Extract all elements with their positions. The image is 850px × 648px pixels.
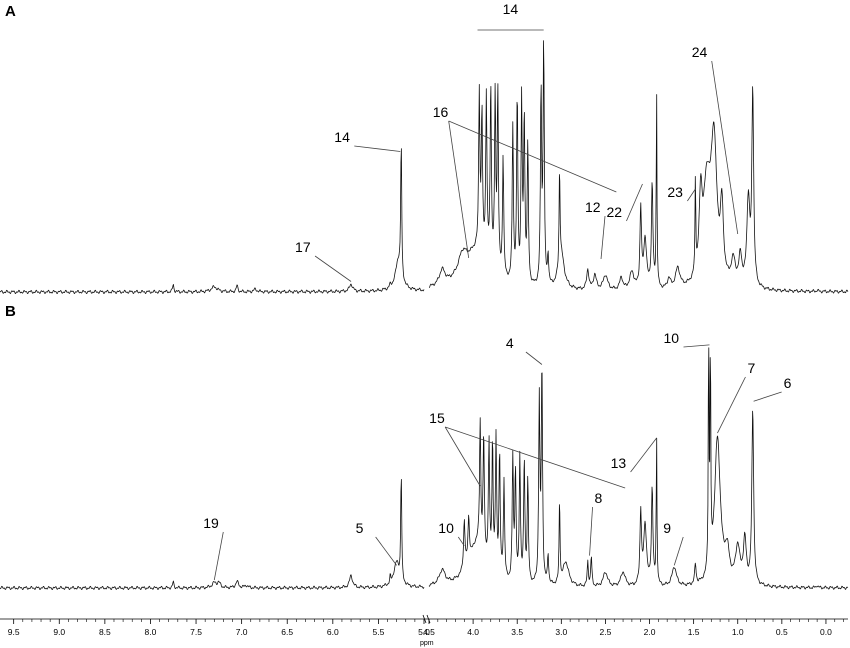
ppm-axis: 9.5 9.0 8.5 8.0 7.5 7.0 6.5 6.0 5.5 5.04.5 4.0 3.5 3… <box>0 614 848 647</box>
leader-line <box>448 120 470 259</box>
tick-label: 1.5 <box>688 627 700 637</box>
annotation-label: 24 <box>692 44 708 60</box>
annotation-label: 10 <box>664 330 680 346</box>
annotation-17: 17 <box>295 239 352 282</box>
leader-line <box>589 506 593 556</box>
annotation-label: 23 <box>667 184 683 200</box>
annotation-7: 7 <box>717 360 755 434</box>
tick-label: 3.0 <box>555 627 567 637</box>
annotation-label: 14 <box>334 129 350 145</box>
annotation-label: 10 <box>438 520 454 536</box>
leader-line <box>354 145 401 152</box>
tick-label: 9.5 <box>8 627 20 637</box>
leader-line <box>525 351 543 365</box>
annotation-label: 6 <box>784 375 792 391</box>
leader-line <box>753 391 782 402</box>
tick-label: 2.0 <box>644 627 656 637</box>
spectrum-a-line <box>0 40 849 294</box>
annotation-label: 12 <box>585 199 601 215</box>
leader-line <box>213 531 224 581</box>
annotation-label: 4 <box>506 335 514 351</box>
tick-label: 0.0 <box>820 627 832 637</box>
tick-label: 0.5 <box>776 627 788 637</box>
annotation-label: 19 <box>203 515 219 531</box>
spectrum-b-line <box>0 347 849 590</box>
leader-line <box>375 536 397 566</box>
annotation-15: 15 <box>429 410 626 489</box>
annotation-19: 19 <box>203 515 224 581</box>
panel-letter-b: B <box>5 303 16 320</box>
tick-label: 4.5 <box>423 627 435 637</box>
annotation-5: 5 <box>356 520 397 566</box>
annotation-10: 10 <box>438 520 465 547</box>
tick-label: 1.0 <box>732 627 744 637</box>
annotation-22: 22 <box>606 183 643 222</box>
annotation-label: 13 <box>611 455 627 471</box>
annotation-label: 8 <box>595 490 603 506</box>
annotation-label: 15 <box>429 410 445 426</box>
annotation-label: 9 <box>663 520 671 536</box>
annotation-24: 24 <box>692 44 739 235</box>
tick-label: 5.5 <box>372 627 384 637</box>
tick-label: 6.5 <box>281 627 293 637</box>
annotation-23: 23 <box>667 184 696 202</box>
leader-line <box>314 255 352 282</box>
panel-letter-a: A <box>5 3 16 20</box>
tick-label: 7.5 <box>190 627 202 637</box>
leader-line <box>444 426 481 487</box>
annotation-6: 6 <box>753 375 792 402</box>
tick-label: 6.0 <box>327 627 339 637</box>
leader-line <box>626 183 643 222</box>
panel-a: A 14 24 16 14 22 23 12 17 <box>0 1 849 294</box>
tick-label: 8.0 <box>145 627 157 637</box>
annotation-10: 10 <box>664 330 710 348</box>
annotation-label: 14 <box>503 1 519 17</box>
annotation-14: 14 <box>477 1 544 31</box>
annotation-label: 7 <box>747 360 755 376</box>
annotation-label: 22 <box>606 204 622 220</box>
leader-line <box>711 60 739 235</box>
leader-line <box>683 344 710 348</box>
annotation-8: 8 <box>589 490 603 556</box>
annotations-b: 4 10 7 6 15 13 8 10 9 5 19 <box>203 330 792 581</box>
axis-ticks: 9.5 9.0 8.5 8.0 7.5 7.0 6.5 6.0 5.5 5.04.5 4.0 3.5 3… <box>8 614 844 637</box>
annotation-14: 14 <box>334 129 401 152</box>
annotation-label: 16 <box>433 104 449 120</box>
annotation-9: 9 <box>663 520 684 566</box>
leader-line <box>600 215 606 260</box>
leader-line <box>687 188 696 202</box>
annotation-label: 17 <box>295 239 311 255</box>
tick-label: 8.5 <box>99 627 111 637</box>
tick-label: 3.5 <box>511 627 523 637</box>
panel-b: B 4 10 7 6 15 13 8 10 9 5 19 <box>0 303 849 590</box>
annotation-label: 5 <box>356 520 364 536</box>
axis-break-mark <box>422 614 431 624</box>
leader-line-2 <box>445 426 626 489</box>
annotation-16: 16 <box>433 104 617 259</box>
leader-line <box>630 437 657 473</box>
tick-label: 9.0 <box>53 627 65 637</box>
annotation-13: 13 <box>611 437 657 473</box>
leader-line-2 <box>448 120 617 193</box>
annotation-4: 4 <box>506 335 543 365</box>
tick-label: 7.0 <box>236 627 248 637</box>
leader-line <box>673 536 684 566</box>
annotation-12: 12 <box>585 199 606 260</box>
axis-unit-label: ppm <box>420 640 434 647</box>
leader-line <box>717 376 746 434</box>
annotations-a: 14 24 16 14 22 23 12 17 <box>295 1 739 282</box>
leader-line <box>457 536 465 547</box>
tick-label: 4.0 <box>467 627 479 637</box>
tick-label: 2.5 <box>600 627 612 637</box>
tick-label: 5.0 <box>418 627 430 637</box>
